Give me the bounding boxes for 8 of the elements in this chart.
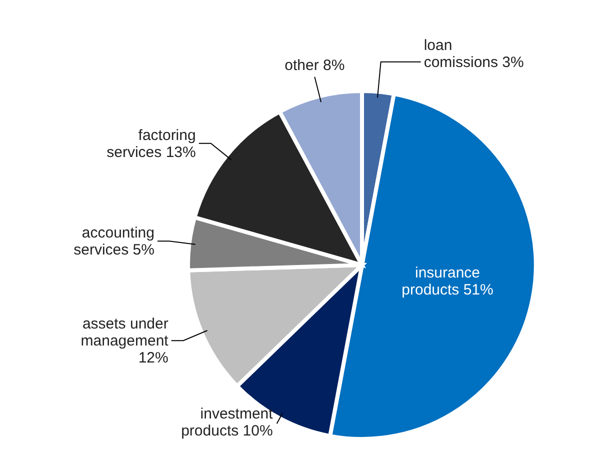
slice-label: factoring services 13%	[106, 126, 196, 160]
data-label: 12%	[138, 349, 168, 366]
slice-label: other 8%	[284, 56, 345, 74]
slice-label: assets under management	[80, 315, 170, 350]
slice-label: loan comissions 3%	[424, 36, 524, 70]
slice-label: investment products 10%	[181, 405, 274, 440]
slice-label: accounting services 5%	[74, 224, 154, 258]
slice-label: insurance products 51%	[402, 264, 494, 298]
